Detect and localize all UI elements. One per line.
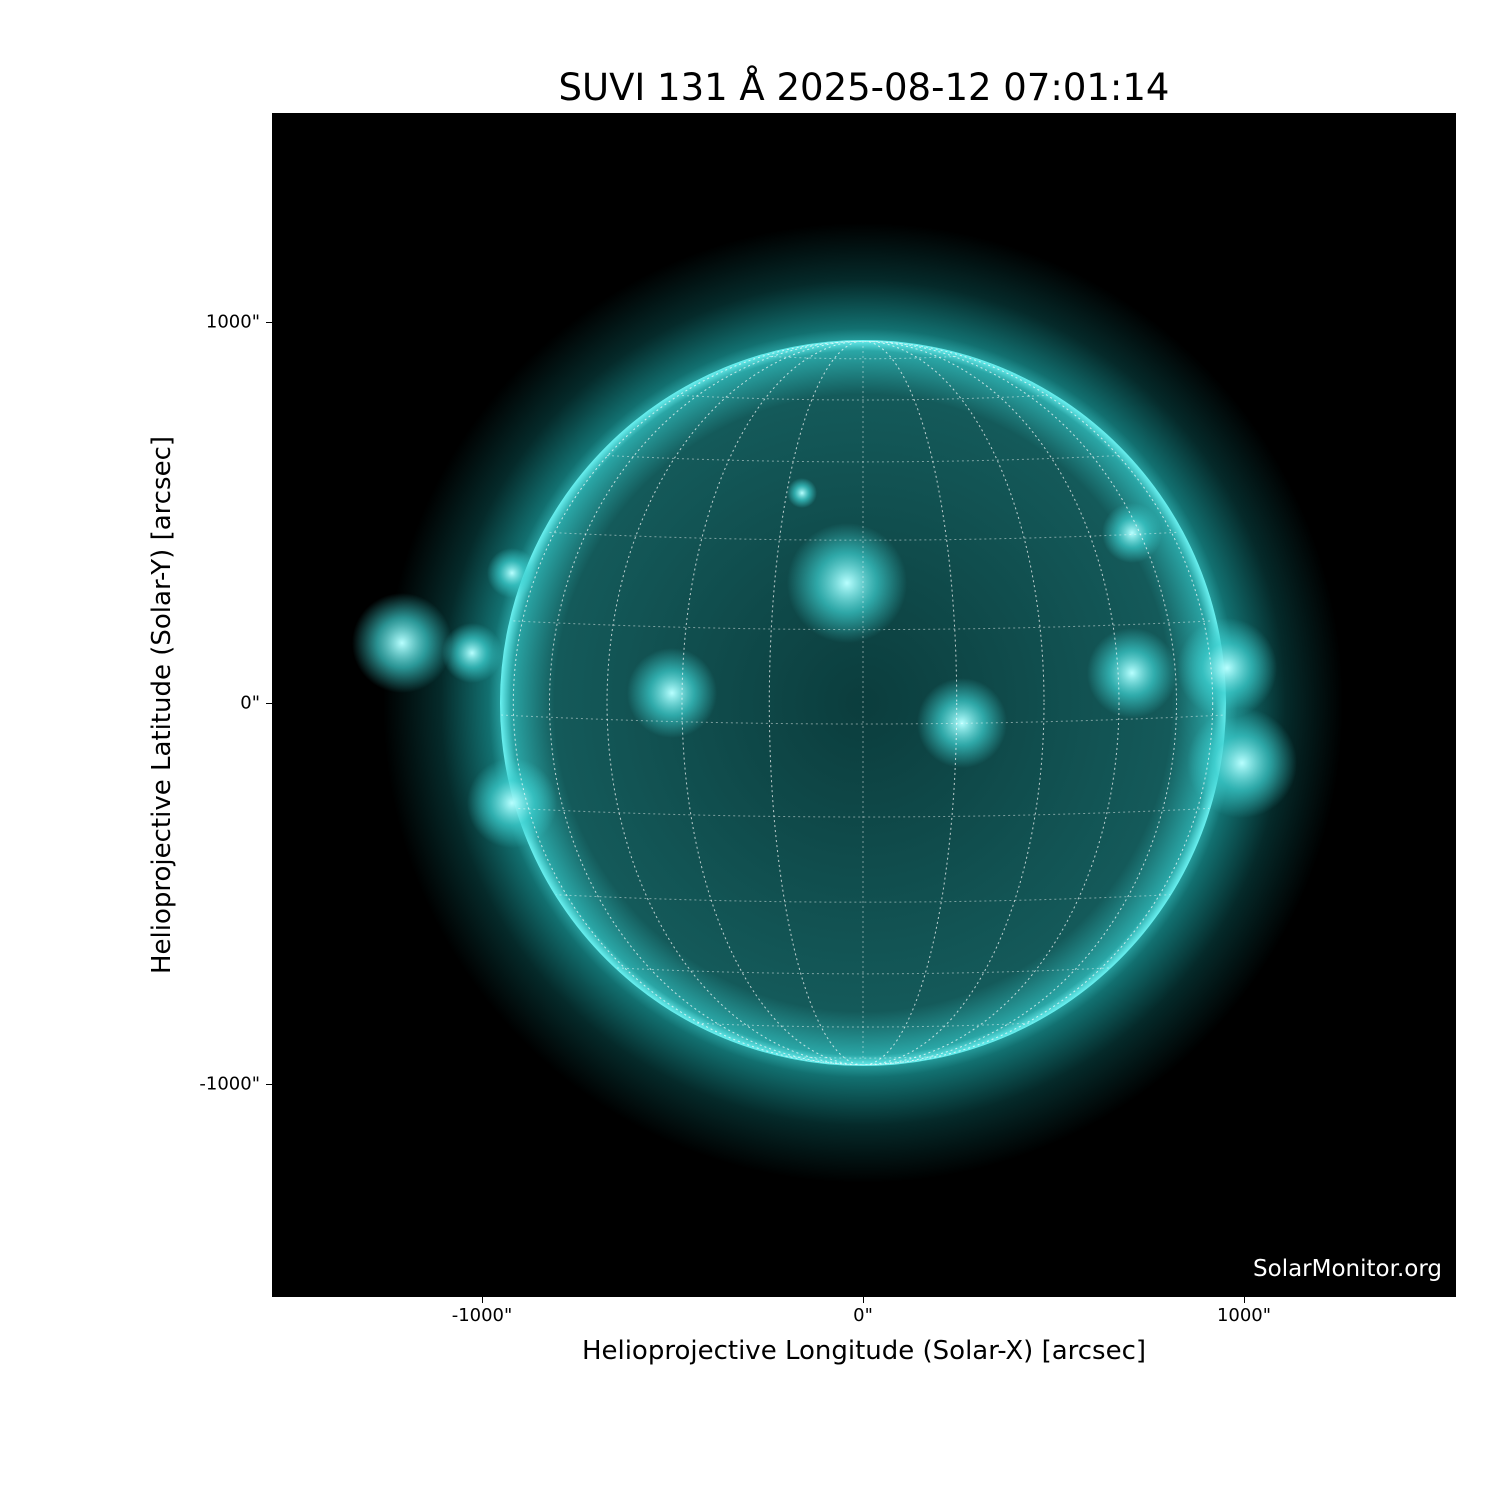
latitude-line <box>769 355 957 360</box>
y-tick-mark <box>266 1084 272 1085</box>
latitude-line <box>513 807 1213 818</box>
bright-region <box>352 593 452 693</box>
bright-region <box>627 648 717 738</box>
bright-region <box>1187 708 1297 818</box>
longitude-line <box>681 341 1045 1065</box>
y-tick-label: 0" <box>240 692 260 714</box>
longitude-line <box>548 341 1178 1065</box>
latitude-line <box>501 714 1225 725</box>
x-tick-label: 0" <box>853 1305 873 1326</box>
latitude-line <box>607 966 1119 975</box>
longitude-line <box>768 341 958 1065</box>
x-tick-label: 1000" <box>1216 1305 1272 1326</box>
longitude-line <box>606 341 1120 1065</box>
latitude-line <box>681 394 1045 401</box>
x-axis-label: Helioprojective Longitude (Solar-X) [arc… <box>581 1336 1147 1366</box>
longitude-line <box>548 341 1178 1065</box>
bright-region <box>467 758 557 848</box>
bright-region <box>487 548 537 598</box>
longitude-line <box>606 341 1120 1065</box>
solar-image <box>272 113 1456 1297</box>
latitude-line <box>769 1055 957 1059</box>
longitude-line <box>768 341 958 1065</box>
y-tick-mark <box>266 322 272 323</box>
bright-region <box>1177 618 1277 718</box>
y-tick-label: -1000" <box>199 1073 260 1095</box>
coordinate-grid <box>501 341 1225 1065</box>
x-tick-mark <box>863 1297 864 1303</box>
bright-region <box>787 478 817 508</box>
x-tick-label: -1000" <box>451 1305 513 1326</box>
plot-title: SUVI 131 Å 2025-08-12 07:01:14 <box>558 66 1170 109</box>
bright-region <box>1102 503 1162 563</box>
longitude-line <box>512 341 1214 1065</box>
y-axis-label: Helioprojective Latitude (Solar-Y) [arcs… <box>147 435 177 975</box>
y-tick-mark <box>266 703 272 704</box>
watermark: SolarMonitor.org <box>1253 1256 1442 1282</box>
longitude-line <box>681 341 1045 1065</box>
bright-region <box>917 678 1007 768</box>
latitude-line <box>607 455 1119 463</box>
x-tick-mark <box>482 1297 483 1303</box>
bright-region <box>787 523 907 643</box>
bright-region <box>1087 628 1177 718</box>
solar-disk <box>500 340 1226 1066</box>
active-regions <box>352 478 1297 848</box>
y-tick-label: 1000" <box>205 311 260 333</box>
bright-region <box>442 623 502 683</box>
latitude-line <box>681 1022 1045 1028</box>
latitude-line <box>513 620 1213 631</box>
x-tick-mark <box>1244 1297 1245 1303</box>
longitude-line <box>512 341 1214 1065</box>
